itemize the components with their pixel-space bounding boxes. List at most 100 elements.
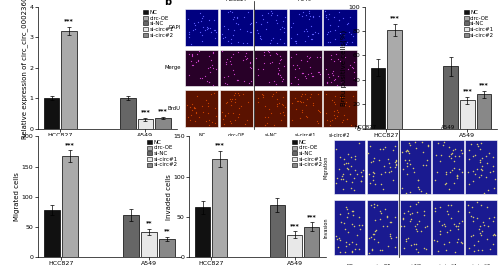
Point bbox=[309, 14, 317, 18]
Point bbox=[303, 97, 311, 101]
Point bbox=[406, 204, 413, 209]
Point bbox=[333, 83, 341, 87]
Point bbox=[435, 218, 443, 223]
Point bbox=[400, 223, 408, 228]
Point bbox=[226, 97, 234, 101]
Point bbox=[330, 100, 338, 104]
Point bbox=[276, 26, 284, 31]
Point bbox=[344, 21, 351, 25]
Point bbox=[297, 58, 305, 62]
Point bbox=[288, 101, 296, 105]
Point bbox=[274, 104, 281, 108]
Point bbox=[337, 80, 345, 84]
Point bbox=[204, 101, 212, 105]
Point bbox=[315, 70, 323, 74]
Point bbox=[356, 141, 364, 145]
Point bbox=[342, 240, 349, 244]
Point bbox=[264, 49, 272, 54]
Point bbox=[376, 171, 384, 176]
Point bbox=[191, 106, 199, 110]
Point bbox=[274, 60, 282, 65]
Point bbox=[343, 207, 351, 211]
Point bbox=[335, 167, 343, 171]
Point bbox=[352, 157, 360, 161]
Point bbox=[490, 177, 498, 181]
Point bbox=[275, 101, 283, 105]
Point bbox=[391, 160, 399, 164]
Point bbox=[240, 79, 248, 83]
Point bbox=[404, 141, 412, 145]
Point bbox=[478, 248, 486, 252]
Point bbox=[277, 57, 285, 61]
Point bbox=[388, 178, 396, 182]
Point bbox=[302, 27, 310, 31]
Point bbox=[226, 118, 234, 123]
Point bbox=[411, 223, 419, 228]
Point bbox=[186, 118, 194, 122]
Point bbox=[314, 121, 322, 125]
Point bbox=[348, 209, 356, 213]
Point bbox=[441, 223, 449, 228]
Point bbox=[348, 250, 356, 254]
Point bbox=[379, 187, 387, 191]
Point bbox=[280, 41, 288, 45]
Point bbox=[221, 81, 229, 85]
Point bbox=[308, 37, 316, 41]
Point bbox=[436, 205, 444, 209]
Point bbox=[310, 15, 318, 19]
Point bbox=[344, 104, 352, 108]
Text: ***: *** bbox=[64, 18, 74, 23]
Point bbox=[195, 49, 203, 53]
Point bbox=[300, 10, 308, 14]
Point bbox=[358, 174, 366, 178]
Point bbox=[454, 173, 462, 177]
Point bbox=[404, 161, 411, 165]
Point bbox=[470, 214, 478, 219]
Bar bbox=[44, 210, 60, 257]
Point bbox=[358, 223, 366, 227]
Text: ***: *** bbox=[215, 142, 224, 147]
Bar bbox=[220, 9, 253, 46]
Point bbox=[305, 56, 313, 60]
Point bbox=[414, 200, 422, 204]
Point bbox=[190, 105, 198, 109]
Point bbox=[218, 49, 226, 54]
Point bbox=[416, 229, 424, 233]
Point bbox=[210, 36, 218, 40]
Point bbox=[233, 15, 241, 19]
Point bbox=[412, 242, 420, 246]
Point bbox=[288, 117, 296, 122]
Point bbox=[322, 32, 330, 36]
Point bbox=[343, 166, 351, 170]
Point bbox=[402, 148, 410, 152]
Point bbox=[434, 140, 442, 145]
Point bbox=[434, 249, 442, 254]
Point bbox=[220, 122, 228, 127]
Point bbox=[436, 229, 444, 233]
Point bbox=[450, 159, 458, 164]
Point bbox=[328, 80, 336, 84]
Bar bbox=[122, 215, 138, 257]
Point bbox=[453, 176, 461, 180]
Point bbox=[451, 147, 459, 152]
Bar bbox=[287, 235, 302, 257]
Point bbox=[341, 55, 349, 59]
Point bbox=[332, 116, 340, 120]
Point bbox=[276, 73, 284, 77]
Point bbox=[478, 229, 486, 233]
Bar bbox=[220, 50, 253, 86]
Point bbox=[376, 182, 384, 186]
Point bbox=[440, 140, 448, 144]
Point bbox=[465, 157, 473, 161]
Point bbox=[266, 80, 274, 84]
Point bbox=[184, 115, 192, 119]
Point bbox=[230, 92, 237, 97]
Point bbox=[260, 61, 268, 65]
Point bbox=[386, 169, 394, 173]
Point bbox=[309, 31, 317, 36]
Point bbox=[267, 111, 275, 115]
Point bbox=[368, 160, 376, 164]
Point bbox=[228, 10, 235, 14]
Point bbox=[334, 114, 342, 118]
Point bbox=[218, 117, 226, 122]
